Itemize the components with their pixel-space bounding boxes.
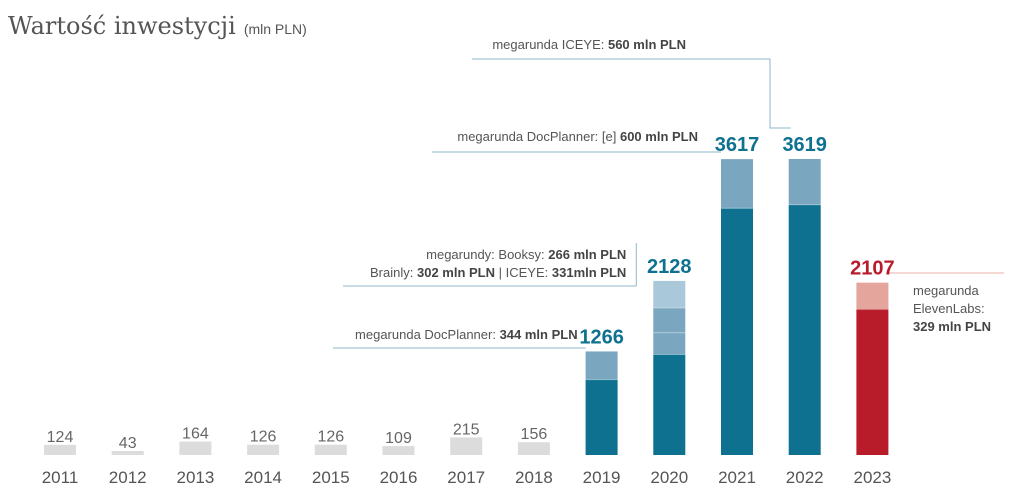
annotation-2022-line-0: megarunda ICEYE: 560 mln PLN: [492, 37, 686, 52]
annotation-2021-part-0-1: 600 mln PLN: [620, 129, 698, 144]
bar-2016: [382, 446, 415, 455]
annotation-2020-part-1-1: 302 mln PLN: [417, 265, 495, 280]
value-label-2014: 126: [250, 429, 277, 446]
annotation-2020-line-0: megarundy: Booksy: 266 mln PLN: [426, 247, 626, 262]
value-label-2013: 164: [182, 426, 209, 443]
bar-segment-2019-0: [585, 379, 618, 455]
bar-2011: [44, 444, 76, 455]
annotation-2023-part-2-0: 329 mln PLN: [913, 319, 991, 334]
year-label-2020: 2020: [650, 468, 688, 487]
annotation-line-2022: [472, 58, 791, 129]
bar-segment-2021-0: [721, 208, 753, 455]
bar-segment-2020-1: [653, 332, 686, 355]
chart-title: Wartość inwestycji (mln PLN): [8, 12, 307, 40]
value-label-2021: 3617: [715, 134, 760, 156]
annotation-2022-part-0-1: 560 mln PLN: [608, 37, 686, 52]
annotation-2023-line-1: ElevenLabs:: [913, 301, 985, 316]
bar-segment-2022-0: [788, 204, 821, 455]
bar-2018: [517, 442, 550, 455]
year-label-2018: 2018: [515, 468, 553, 487]
annotation-2019-part-0-0: megarunda DocPlanner:: [355, 327, 500, 342]
annotation-2023-line-2: 329 mln PLN: [913, 319, 991, 334]
chart-title-main: Wartość inwestycji: [8, 12, 236, 40]
chart-title-unit: (mln PLN): [244, 21, 307, 37]
bar-2012: [111, 451, 144, 455]
year-label-2016: 2016: [380, 468, 418, 487]
bars-group: [44, 158, 889, 455]
value-label-2018: 156: [521, 426, 548, 443]
annotation-2023-part-1-0: ElevenLabs:: [913, 301, 985, 316]
bar-2013: [179, 441, 212, 455]
annotation-2020-part-1-2: |: [495, 265, 506, 280]
year-label-2013: 2013: [176, 468, 214, 487]
annotation-2021-part-0-0: megarunda DocPlanner: [e]: [457, 129, 620, 144]
value-label-2020: 2128: [647, 256, 692, 278]
annotation-2023-line-0: megarunda: [913, 283, 980, 298]
annotation-lines: [333, 58, 1004, 349]
annotation-2021-line-0: megarunda DocPlanner: [e] 600 mln PLN: [457, 129, 698, 144]
year-label-2012: 2012: [109, 468, 147, 487]
value-label-2019: 1266: [579, 326, 624, 348]
annotation-2019-line-0: megarunda DocPlanner: 344 mln PLN: [355, 327, 578, 342]
bar-2017: [450, 437, 483, 455]
value-label-2017: 215: [453, 421, 480, 438]
value-label-2023: 2107: [850, 258, 895, 280]
annotations-group: megarunda DocPlanner: 344 mln PLNmegarun…: [355, 37, 991, 342]
bar-segment-2019-1: [585, 351, 618, 380]
annotation-2020-part-0-0: megarundy: Booksy:: [426, 247, 548, 262]
value-label-2016: 109: [385, 430, 412, 447]
value-label-2015: 126: [317, 429, 344, 446]
year-label-2021: 2021: [718, 468, 756, 487]
annotation-2023-part-0-0: megarunda: [913, 283, 980, 298]
year-label-2022: 2022: [786, 468, 824, 487]
bar-2015: [314, 444, 347, 455]
bar-segment-2020-0: [653, 354, 686, 455]
bar-2014: [247, 444, 280, 455]
bar-segment-2020-3: [653, 280, 686, 309]
bar-segment-2020-2: [653, 308, 686, 333]
year-label-2011: 2011: [42, 468, 79, 487]
value-label-2012: 43: [119, 435, 137, 452]
value-label-2022: 3619: [782, 134, 827, 156]
annotation-2022-part-0-0: megarunda ICEYE:: [492, 37, 608, 52]
annotation-2019-part-0-1: 344 mln PLN: [500, 327, 578, 342]
year-label-2019: 2019: [583, 468, 621, 487]
bar-segment-2022-1: [788, 158, 821, 205]
year-label-2017: 2017: [447, 468, 485, 487]
year-label-2015: 2015: [312, 468, 350, 487]
bar-segment-2023-0: [856, 309, 889, 455]
year-label-2023: 2023: [853, 468, 891, 487]
annotation-2020-part-1-0: Brainly:: [370, 265, 417, 280]
labels-group: 2011 124 2012 43 2013 164 2014 126 2015 126 2016 10…: [42, 134, 895, 487]
annotation-2020-part-1-3: ICEYE:: [506, 265, 552, 280]
annotation-2020-part-0-1: 266 mln PLN: [548, 247, 626, 262]
bar-segment-2021-1: [721, 159, 753, 209]
year-label-2014: 2014: [244, 468, 282, 487]
bar-segment-2023-1: [856, 282, 889, 310]
annotation-2020-line-1: Brainly: 302 mln PLN | ICEYE: 331mln PLN: [370, 265, 626, 280]
value-label-2011: 124: [47, 429, 74, 446]
annotation-2020-part-1-4: 331mln PLN: [552, 265, 626, 280]
